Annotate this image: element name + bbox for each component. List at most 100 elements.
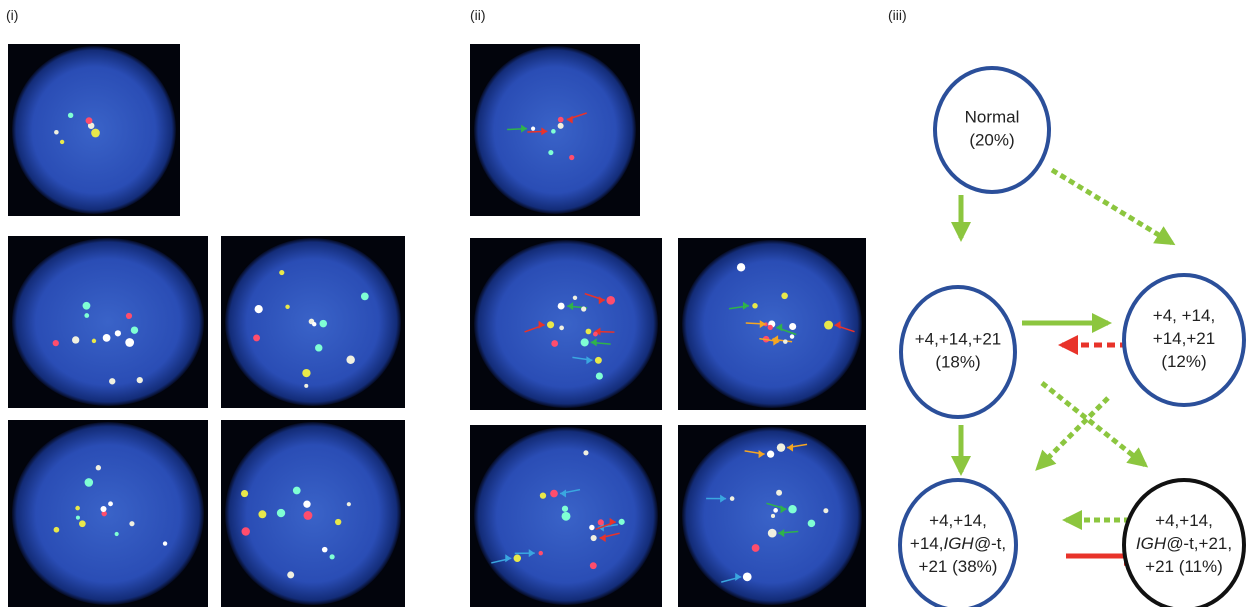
signal xyxy=(768,529,777,538)
signal xyxy=(767,451,774,458)
signal xyxy=(573,296,577,300)
signal xyxy=(550,490,558,498)
signal xyxy=(129,521,134,526)
signal xyxy=(335,519,341,525)
signal xyxy=(242,527,250,535)
node-label: +4,+14, xyxy=(929,511,987,530)
node-label: +14,+21 xyxy=(1153,329,1215,348)
signal xyxy=(322,547,328,553)
signal xyxy=(596,373,603,380)
signal xyxy=(137,377,143,383)
signal xyxy=(54,527,60,533)
signal xyxy=(539,551,543,555)
signal xyxy=(302,369,310,377)
signal xyxy=(103,334,111,342)
signal xyxy=(277,509,285,517)
signal xyxy=(76,516,80,520)
signal xyxy=(783,339,788,344)
signal xyxy=(773,508,778,513)
node-label: +4,+14, xyxy=(1155,511,1213,530)
figure: Normal (20%) +4,+14,+21 (18%) +4, +14, +14,+2… xyxy=(0,0,1259,607)
label-part: +4,+14, xyxy=(929,511,987,530)
signal xyxy=(303,500,310,507)
signal xyxy=(315,344,322,351)
signal xyxy=(540,493,546,499)
signal xyxy=(72,336,79,343)
signal xyxy=(60,140,64,144)
signal xyxy=(589,525,594,530)
signal xyxy=(115,532,119,536)
signal xyxy=(68,113,73,118)
signal xyxy=(100,506,106,512)
signal xyxy=(96,465,101,470)
node-label: Normal xyxy=(965,108,1020,127)
label-part: +4,+14,+21 xyxy=(915,330,1002,349)
node-label: +4, +14, xyxy=(1153,306,1215,325)
signal xyxy=(824,321,833,330)
signal xyxy=(558,303,565,310)
label-part: +21 (11%) xyxy=(1145,557,1223,576)
signal xyxy=(606,296,615,305)
label-part: -t,+21, xyxy=(1183,534,1232,553)
signal xyxy=(752,303,757,308)
label-part: IGH@ xyxy=(943,534,990,553)
signal xyxy=(347,502,351,506)
node-label: +21 (11%) xyxy=(1145,557,1223,576)
signal xyxy=(737,263,745,271)
node-label: (12%) xyxy=(1161,352,1206,371)
nucleus xyxy=(474,240,658,408)
signal xyxy=(548,150,553,155)
nucleus xyxy=(12,422,204,605)
signal xyxy=(593,332,598,337)
label-part: +14,+21 xyxy=(1153,329,1215,348)
signal xyxy=(781,292,788,299)
signal xyxy=(91,129,100,138)
nucleus xyxy=(225,422,401,605)
label-part: +21 (38%) xyxy=(919,557,998,576)
signal xyxy=(562,512,571,521)
signal xyxy=(752,544,760,552)
signal xyxy=(581,338,589,346)
signal xyxy=(591,535,597,541)
signal xyxy=(595,357,602,364)
signal xyxy=(125,338,134,347)
signal xyxy=(79,520,86,527)
signal xyxy=(108,501,113,506)
signal xyxy=(131,326,138,333)
label-part: IGH@ xyxy=(1136,534,1183,553)
signal xyxy=(361,292,369,300)
signal xyxy=(255,305,263,313)
signal xyxy=(312,322,316,326)
node-label: +4,+14,+21 xyxy=(915,330,1002,349)
signal xyxy=(86,117,93,124)
signal xyxy=(241,490,248,497)
signal xyxy=(346,355,354,363)
signal xyxy=(109,378,115,384)
signal xyxy=(776,490,782,496)
node-label: (20%) xyxy=(969,131,1014,150)
arrow xyxy=(1052,170,1172,243)
node-label: +21 (38%) xyxy=(919,557,998,576)
signal xyxy=(823,508,828,513)
signal xyxy=(559,326,564,331)
signal xyxy=(258,510,266,518)
signal xyxy=(569,155,574,160)
signal xyxy=(743,572,752,581)
signal xyxy=(586,329,592,335)
panel-label: (ii) xyxy=(470,7,486,23)
signal xyxy=(558,117,564,123)
signal xyxy=(53,340,59,346)
signal xyxy=(319,320,327,328)
panel-label: (i) xyxy=(6,7,18,23)
node-label: (18%) xyxy=(935,353,980,372)
signal xyxy=(789,323,796,330)
signal xyxy=(75,506,80,511)
signal xyxy=(583,450,588,455)
panel-label: (iii) xyxy=(888,7,907,23)
page: {"panels":[{"label":"(i)"},{"label":"(ii… xyxy=(0,0,1259,607)
signal xyxy=(547,321,554,328)
signal xyxy=(304,384,308,388)
signal xyxy=(54,130,59,135)
nucleus xyxy=(12,238,204,406)
node-label: IGH@-t,+21, xyxy=(1136,534,1232,553)
